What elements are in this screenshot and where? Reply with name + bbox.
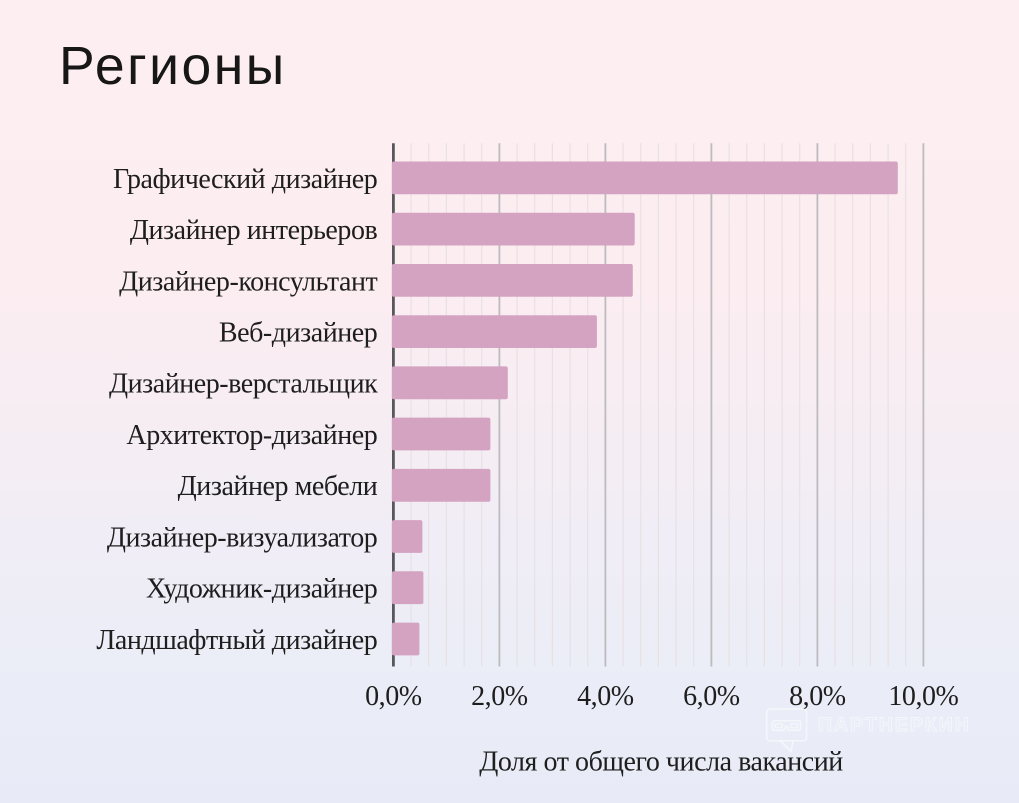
svg-text:Веб-дизайнер: Веб-дизайнер: [219, 318, 377, 349]
svg-text:Дизайнер-консультант: Дизайнер-консультант: [119, 266, 377, 297]
svg-text:2,0%: 2,0%: [471, 681, 528, 712]
svg-text:Дизайнер-верстальщик: Дизайнер-верстальщик: [109, 369, 378, 400]
svg-text:8,0%: 8,0%: [789, 681, 846, 712]
svg-text:Дизайнер интерьеров: Дизайнер интерьеров: [130, 215, 378, 246]
svg-text:Архитектор-дизайнер: Архитектор-дизайнер: [126, 420, 377, 451]
svg-text:Дизайнер-визуализатор: Дизайнер-визуализатор: [107, 522, 377, 553]
svg-text:0,0%: 0,0%: [365, 681, 422, 712]
svg-text:4,0%: 4,0%: [577, 681, 634, 712]
svg-text:Художник-дизайнер: Художник-дизайнер: [146, 574, 377, 605]
svg-text:Ландшафтный дизайнер: Ландшафтный дизайнер: [96, 625, 377, 656]
svg-text:6,0%: 6,0%: [683, 681, 740, 712]
svg-text:Доля от общего числа вакансий: Доля от общего числа вакансий: [479, 747, 843, 778]
svg-text:10,0%: 10,0%: [888, 681, 958, 712]
svg-text:Дизайнер мебели: Дизайнер мебели: [178, 471, 378, 502]
svg-text:Графический дизайнер: Графический дизайнер: [113, 164, 377, 195]
